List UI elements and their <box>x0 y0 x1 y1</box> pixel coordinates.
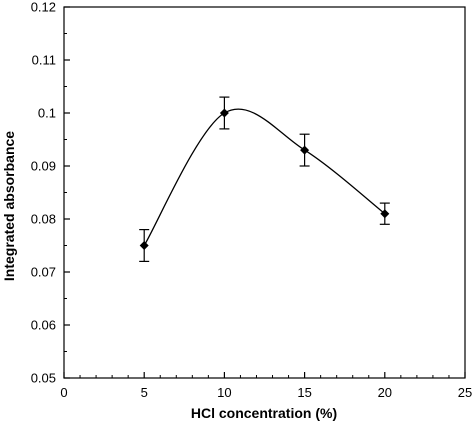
y-tick-label: 0.06 <box>31 318 56 333</box>
data-point-marker <box>300 145 310 155</box>
x-tick-label: 15 <box>297 385 311 400</box>
y-tick-label: 0.05 <box>31 371 56 386</box>
x-tick-label: 20 <box>378 385 392 400</box>
y-tick-label: 0.1 <box>38 106 56 121</box>
x-tick-label: 10 <box>217 385 231 400</box>
x-tick-label: 25 <box>458 385 472 400</box>
y-tick-label: 0.09 <box>31 159 56 174</box>
x-tick-label: 5 <box>141 385 148 400</box>
data-point-marker <box>219 108 229 118</box>
data-series <box>139 96 390 262</box>
y-tick-label: 0.11 <box>32 53 56 68</box>
x-axis-ticks: 0 5 10 15 20 25 <box>60 372 472 400</box>
y-axis-ticks: 0.05 0.06 0.07 0.08 0.09 0.1 0.11 0.12 <box>31 0 70 386</box>
axes <box>63 6 466 379</box>
data-point-marker <box>139 241 149 250</box>
series-line <box>143 108 386 246</box>
data-point-marker <box>380 209 390 219</box>
x-axis-title: HCl concentration (%) <box>191 405 337 421</box>
y-tick-label: 0.12 <box>31 0 56 15</box>
x-tick-label: 0 <box>60 385 67 400</box>
y-tick-label: 0.07 <box>31 265 56 280</box>
plot-frame <box>63 6 466 379</box>
y-axis-title: Integrated absorbance <box>1 131 17 281</box>
y-tick-label: 0.08 <box>31 212 56 227</box>
